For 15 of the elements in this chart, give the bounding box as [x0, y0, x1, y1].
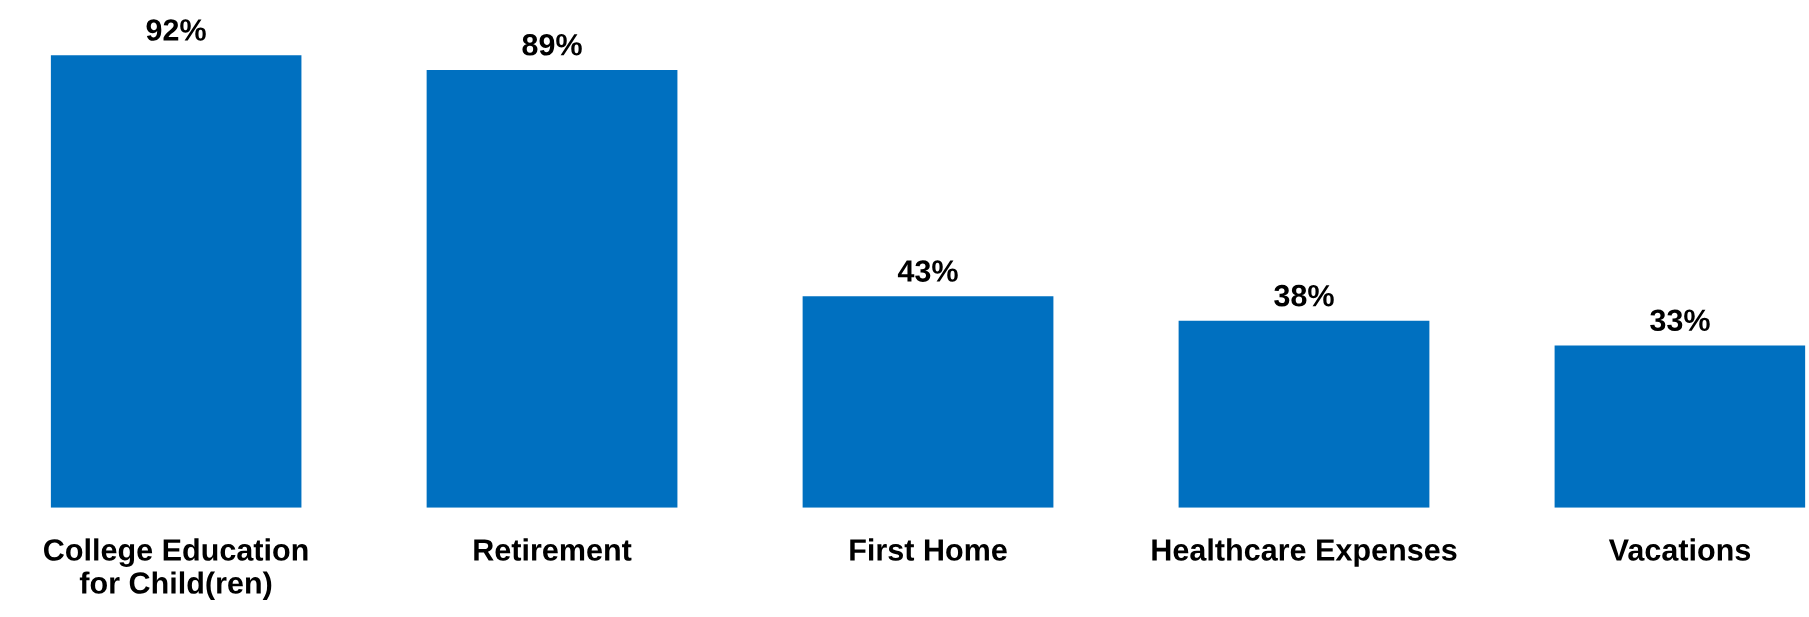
x-tick-label: Vacations	[1608, 538, 1751, 561]
bar	[1178, 320, 1430, 508]
x-tick-label: College Education for Child(ren)	[44, 538, 308, 600]
data-label: 33%	[1650, 309, 1710, 332]
x-tick-label: Healthcare Expenses	[1152, 538, 1457, 567]
x-tick-label: First Home	[850, 538, 1007, 561]
data-label: 92%	[146, 19, 206, 41]
bar	[426, 69, 678, 508]
x-tick-label: Retirement	[474, 538, 632, 561]
data-label: 43%	[897, 260, 958, 282]
bar	[1554, 345, 1806, 508]
data-label: 38%	[1274, 284, 1334, 307]
data-label: 89%	[522, 33, 582, 56]
bar	[50, 55, 302, 508]
bar	[802, 296, 1054, 508]
